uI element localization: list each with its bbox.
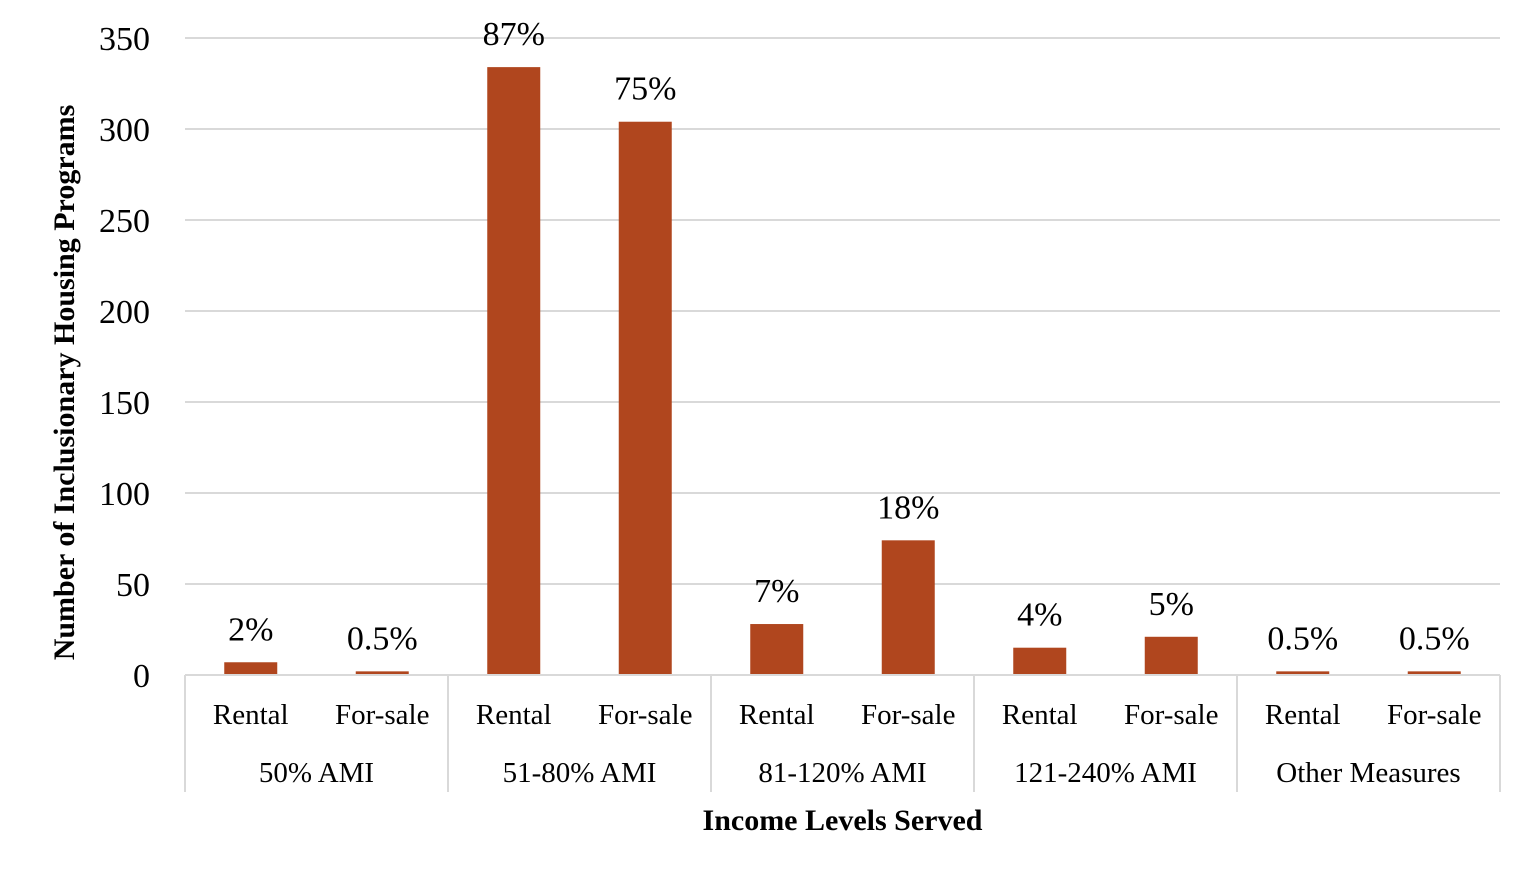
- x-group-label: 51-80% AMI: [503, 757, 657, 789]
- y-tick-label: 150: [99, 385, 150, 422]
- x-category-label: For-sale: [861, 699, 955, 731]
- bar: [1276, 671, 1330, 675]
- y-axis-tick-labels: 0 50 100 150 200 250 300 350: [99, 21, 150, 695]
- bar: [224, 662, 278, 675]
- data-label: 18%: [877, 489, 939, 526]
- x-group-label: 50% AMI: [259, 757, 374, 789]
- data-label: 0.5%: [347, 620, 418, 657]
- x-category-label: Rental: [476, 699, 552, 731]
- data-label: 7%: [754, 573, 799, 610]
- data-label: 0.5%: [1399, 620, 1470, 657]
- x-category-label: Rental: [739, 699, 815, 731]
- x-category-label: For-sale: [598, 699, 692, 731]
- data-label: 75%: [614, 71, 676, 108]
- x-group-label: 121-240% AMI: [1014, 757, 1197, 789]
- x-category-label: Rental: [1265, 699, 1341, 731]
- x-category-label: Rental: [213, 699, 289, 731]
- bar: [881, 540, 935, 675]
- x-category-label: Rental: [1002, 699, 1078, 731]
- gridlines: [185, 37, 1500, 585]
- y-tick-label: 250: [99, 203, 150, 240]
- data-label: 4%: [1017, 597, 1062, 634]
- data-label: 5%: [1149, 586, 1194, 623]
- x-category-label: For-sale: [1387, 699, 1481, 731]
- y-tick-label: 200: [99, 294, 150, 331]
- data-label: 87%: [483, 16, 545, 53]
- bar: [1144, 636, 1198, 675]
- bar: [355, 671, 409, 675]
- x-axis-title: Income Levels Served: [703, 804, 983, 837]
- bar: [750, 624, 804, 675]
- y-tick-label: 0: [133, 658, 150, 695]
- data-label: 0.5%: [1267, 620, 1338, 657]
- bar: [1013, 647, 1067, 675]
- y-tick-label: 100: [99, 476, 150, 513]
- x-axis: Rental For-sale Rental For-sale Rental For-sa…: [184, 674, 1501, 792]
- bar: [1407, 671, 1461, 675]
- bar: [618, 121, 672, 676]
- y-tick-label: 300: [99, 112, 150, 149]
- x-group-label: Other Measures: [1276, 757, 1460, 789]
- x-category-label: For-sale: [335, 699, 429, 731]
- bar: [487, 67, 541, 676]
- data-labels: 2% 0.5% 87% 75% 7% 18% 4% 5% 0.5% 0.5%: [228, 16, 1470, 657]
- bars: [224, 67, 1461, 676]
- x-group-label: 81-120% AMI: [758, 757, 926, 789]
- data-label: 2%: [228, 611, 273, 648]
- y-tick-label: 50: [116, 567, 150, 604]
- x-category-label: For-sale: [1124, 699, 1218, 731]
- y-tick-label: 350: [99, 21, 150, 58]
- y-axis-title: Number of Inclusionary Housing Programs: [48, 105, 81, 661]
